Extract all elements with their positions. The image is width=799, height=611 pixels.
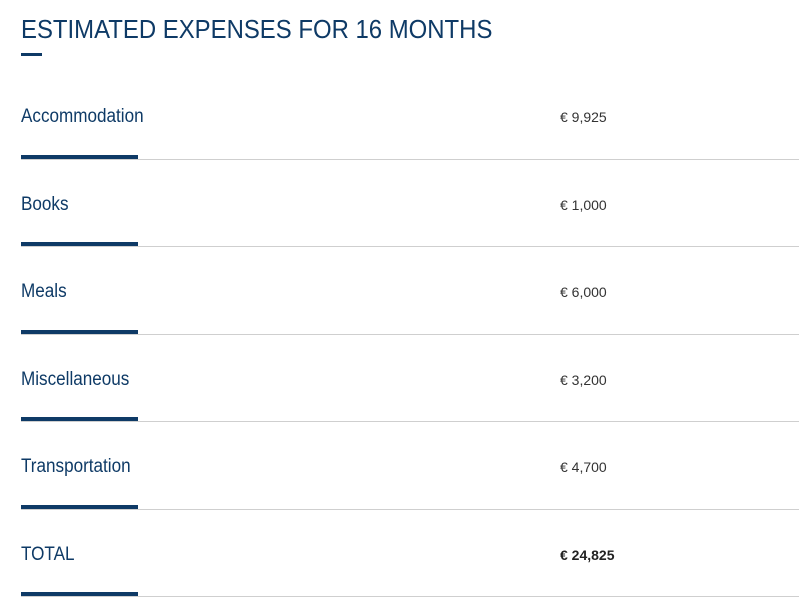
expense-value: € 1,000 [560, 196, 607, 213]
expense-row-transportation: Transportation € 4,700 [21, 422, 799, 510]
row-accent-bar [21, 154, 138, 159]
expense-value: € 9,925 [560, 109, 607, 125]
total-label: TOTAL [21, 543, 75, 565]
expense-label: Meals [21, 281, 67, 302]
expense-row-accommodation: Accommodation € 9,925 [21, 72, 799, 160]
expense-row-books: Books € 1,000 [21, 160, 799, 247]
expense-row-miscellaneous: Miscellaneous € 3,200 [21, 335, 799, 422]
row-accent-bar [21, 592, 138, 596]
expense-label: Books [21, 193, 69, 215]
expense-value: € 6,000 [560, 284, 607, 300]
row-accent-bar [21, 417, 138, 421]
expense-label: Accommodation [21, 106, 144, 127]
expense-value: € 3,200 [560, 371, 607, 388]
expense-label: Transportation [21, 456, 131, 477]
row-accent-bar [21, 329, 138, 334]
total-value: € 24,825 [560, 546, 615, 563]
title-underline [21, 53, 42, 56]
total-row: TOTAL € 24,825 [21, 510, 799, 597]
expense-label: Miscellaneous [21, 368, 130, 390]
expense-table: Accommodation € 9,925 Books € 1,000 Meal… [21, 72, 799, 597]
expense-row-meals: Meals € 6,000 [21, 247, 799, 335]
page-title: ESTIMATED EXPENSES FOR 16 MONTHS [21, 14, 493, 44]
row-accent-bar [21, 504, 138, 509]
expense-value: € 4,700 [560, 459, 607, 475]
row-accent-bar [21, 242, 138, 246]
